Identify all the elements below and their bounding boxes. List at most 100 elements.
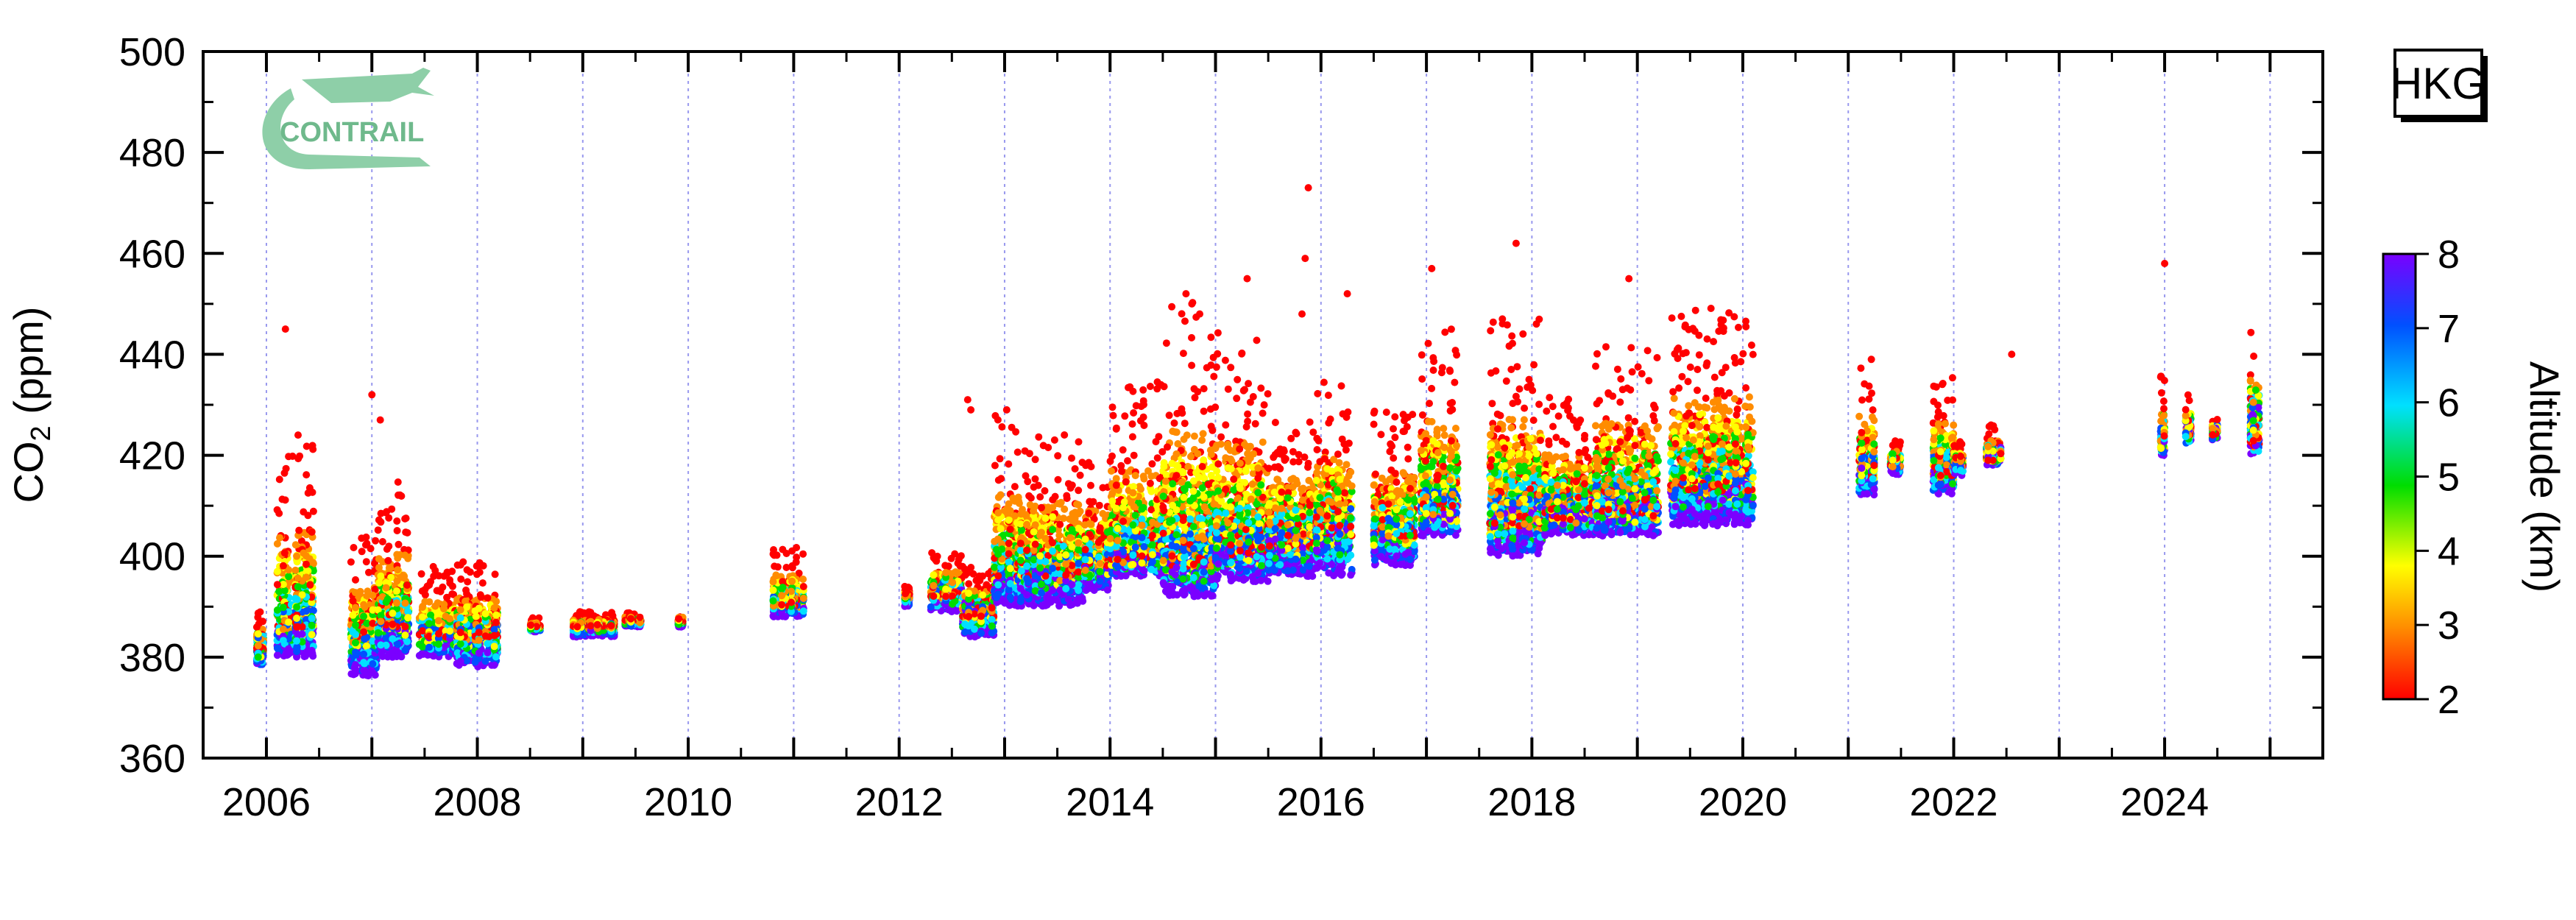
data-point: [403, 581, 411, 589]
data-point: [779, 545, 787, 553]
data-point: [360, 612, 368, 620]
data-point: [799, 550, 807, 558]
data-point: [769, 612, 777, 620]
data-point: [302, 471, 311, 479]
data-point: [372, 537, 380, 545]
data-point: [293, 623, 301, 631]
data-point: [384, 556, 392, 565]
data-point: [427, 578, 435, 586]
data-point: [273, 567, 281, 576]
data-point: [793, 553, 801, 562]
data-point: [484, 648, 492, 657]
data-point: [942, 592, 950, 601]
data-point: [425, 598, 434, 606]
data-point: [490, 643, 498, 651]
data-point: [254, 642, 262, 650]
data-point: [382, 598, 390, 606]
data-point: [492, 611, 500, 619]
data-point: [402, 514, 410, 523]
data-point: [393, 587, 400, 595]
data-point: [254, 630, 262, 638]
data-point: [608, 611, 616, 619]
data-point: [949, 600, 957, 608]
data-point: [382, 509, 390, 517]
data-point: [490, 604, 498, 612]
data-point: [435, 630, 442, 638]
data-point: [636, 613, 644, 621]
data-point: [799, 595, 807, 602]
data-point: [273, 581, 281, 589]
data-point: [456, 629, 464, 637]
data-point: [285, 618, 293, 626]
data-point: [425, 643, 433, 651]
data-point: [446, 615, 454, 623]
data-point: [362, 558, 370, 566]
data-point: [778, 585, 786, 593]
data-point: [393, 653, 400, 661]
data-point: [352, 661, 359, 669]
data-point: [275, 587, 283, 595]
data-point: [448, 567, 456, 576]
data-point: [466, 568, 474, 576]
data-point: [362, 533, 370, 541]
data-point: [352, 639, 359, 647]
data-point: [369, 619, 377, 627]
data-point: [527, 621, 535, 629]
data-point: [401, 631, 409, 639]
data-point: [491, 570, 499, 578]
data-point: [393, 577, 401, 585]
data-point: [593, 620, 601, 629]
data-point: [419, 643, 426, 651]
data-point: [477, 593, 485, 601]
data-point: [295, 526, 303, 534]
data-point: [393, 527, 401, 534]
data-point: [302, 552, 310, 560]
data-point: [930, 592, 938, 600]
data-point: [383, 545, 391, 553]
data-point: [954, 569, 962, 577]
data-point: [607, 622, 615, 630]
data-point: [446, 576, 454, 584]
data-point: [419, 604, 426, 611]
data-point: [273, 606, 281, 614]
data-point: [799, 583, 807, 590]
data-point: [254, 653, 262, 661]
data-point: [431, 567, 439, 575]
data-point: [490, 661, 498, 669]
data-point: [352, 631, 359, 638]
data-point: [675, 615, 683, 623]
data-point: [377, 572, 385, 580]
data-point: [385, 564, 393, 572]
data-point: [769, 586, 777, 594]
data-point: [389, 620, 397, 629]
data-point: [279, 562, 287, 570]
data-point: [293, 603, 301, 611]
data-point: [306, 581, 314, 589]
data-point: [363, 642, 371, 650]
data-point: [293, 648, 301, 656]
data-point: [294, 583, 302, 591]
data-point: [360, 650, 368, 658]
data-point: [481, 657, 489, 665]
data-point: [308, 646, 316, 654]
data-point: [374, 629, 382, 637]
data-point: [304, 512, 312, 520]
data-point: [587, 622, 595, 630]
data-point: [435, 617, 442, 625]
data-point: [296, 452, 304, 460]
data-point: [363, 539, 371, 548]
data-point: [352, 621, 360, 629]
data-point: [378, 538, 386, 545]
data-point: [358, 548, 366, 556]
data-point: [403, 528, 411, 537]
data-point: [273, 651, 281, 659]
data-point: [394, 554, 402, 562]
data-point: [352, 648, 359, 657]
data-point: [431, 602, 439, 610]
data-point: [492, 618, 500, 626]
data-point: [305, 484, 314, 492]
data-point: [573, 623, 581, 631]
data-point: [352, 576, 359, 584]
data-point: [291, 541, 300, 549]
data-point: [401, 646, 409, 654]
